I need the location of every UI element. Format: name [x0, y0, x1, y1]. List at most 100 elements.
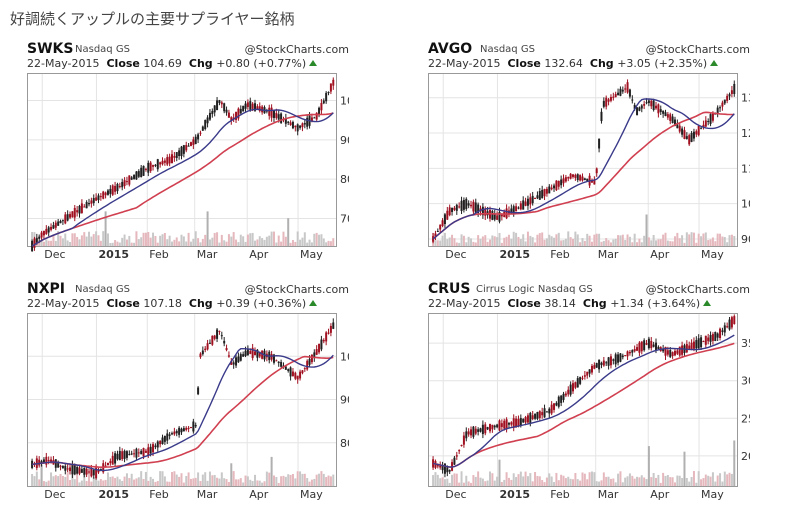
- volume-bar: [697, 471, 700, 486]
- candle-body: [448, 470, 451, 472]
- source-label[interactable]: @StockCharts.com: [244, 283, 349, 296]
- volume-bar: [218, 242, 221, 246]
- candle-body: [118, 186, 121, 188]
- volume-bar: [121, 237, 124, 246]
- candle-body: [237, 356, 240, 363]
- volume-bar: [562, 475, 565, 486]
- volume-bar: [287, 474, 290, 486]
- volume-bar: [455, 242, 458, 246]
- candle-body: [472, 201, 475, 212]
- source-label[interactable]: @StockCharts.com: [645, 283, 750, 296]
- chart-panel-nxpi: NXPI Nasdaq GS @StockCharts.com 22-May-2…: [27, 281, 349, 501]
- candle-body: [503, 420, 506, 429]
- candle-body: [496, 215, 499, 220]
- x-tick-label: Dec: [44, 248, 65, 261]
- candle-body: [104, 465, 107, 467]
- candle-body: [90, 200, 93, 204]
- volume-bar: [130, 473, 133, 486]
- volume-bar: [213, 474, 216, 486]
- x-tick-label: Mar: [598, 248, 619, 261]
- candle-body: [187, 427, 190, 429]
- volume-bar: [313, 478, 316, 486]
- volume-bar: [137, 239, 140, 246]
- candle-body: [692, 131, 695, 139]
- volume-bar: [83, 232, 86, 246]
- volume-bar: [59, 235, 62, 246]
- chg-label: Chg: [582, 297, 607, 310]
- volume-bar: [80, 235, 83, 246]
- candle-body: [690, 132, 693, 142]
- candle-body: [230, 360, 233, 365]
- volume-bar: [33, 476, 36, 486]
- volume-bar: [550, 236, 553, 246]
- volume-bar: [135, 478, 138, 486]
- candle-body: [246, 102, 249, 107]
- source-label[interactable]: @StockCharts.com: [244, 43, 349, 56]
- volume-bar: [688, 481, 691, 486]
- candle-body: [491, 424, 494, 430]
- volume-bar: [709, 476, 712, 486]
- candle-body: [545, 411, 548, 413]
- volume-bar: [619, 471, 622, 486]
- volume-bar: [453, 238, 456, 246]
- candle-body: [142, 165, 145, 176]
- volume-bar: [275, 242, 278, 246]
- candle-body: [194, 136, 197, 144]
- candle-body: [524, 201, 527, 206]
- volume-bar: [322, 238, 325, 246]
- candle-body: [235, 112, 238, 120]
- candle-body: [275, 360, 278, 362]
- candle-body: [54, 459, 57, 468]
- volume-bar: [168, 481, 171, 486]
- candle-body: [189, 427, 192, 429]
- volume-bar: [313, 233, 316, 246]
- candle-body: [605, 97, 608, 107]
- volume-bar: [111, 476, 114, 486]
- candle-body: [280, 113, 283, 123]
- volume-bar: [624, 477, 627, 486]
- volume-bar: [621, 482, 624, 486]
- ma-short-line: [432, 334, 735, 468]
- candle-body: [569, 384, 572, 395]
- chart-panel-swks: SWKS Nasdaq GS @StockCharts.com 22-May-2…: [27, 41, 349, 261]
- candle-body: [733, 316, 736, 325]
- volume-bar: [261, 238, 264, 246]
- candle-body: [185, 145, 188, 151]
- plot-border: [428, 73, 738, 247]
- volume-bar: [714, 481, 717, 486]
- candle-body: [643, 340, 646, 351]
- candle-body: [441, 465, 444, 471]
- volume-bar: [61, 238, 64, 246]
- candle-body: [168, 156, 171, 164]
- volume-bar: [256, 239, 259, 246]
- chg-value: +0.80 (+0.77%): [216, 57, 307, 70]
- volume-bar: [467, 236, 470, 246]
- candle-body: [303, 123, 306, 125]
- volume-bar: [579, 480, 582, 486]
- candle-body: [536, 412, 539, 419]
- volume-bar: [73, 479, 76, 486]
- source-label[interactable]: @StockCharts.com: [645, 43, 750, 56]
- candle-body: [564, 177, 567, 182]
- candle-body: [647, 100, 650, 104]
- candle-body: [607, 357, 610, 366]
- candle-body: [443, 214, 446, 225]
- volume-bar: [555, 234, 558, 246]
- volume-bar: [657, 474, 660, 486]
- volume-bar: [78, 239, 81, 246]
- candle-body: [275, 112, 278, 118]
- candle-body: [213, 335, 216, 339]
- volume-bar: [270, 456, 273, 486]
- candle-body: [432, 459, 435, 468]
- candle-body: [152, 444, 155, 453]
- volume-bar: [249, 233, 252, 246]
- volume-bar: [325, 242, 328, 246]
- volume-bar: [38, 241, 41, 246]
- volume-bar: [52, 234, 55, 246]
- candle-body: [617, 354, 620, 363]
- candle-body: [123, 180, 126, 187]
- candle-body: [69, 467, 72, 472]
- candle-body: [626, 351, 629, 357]
- candle-body: [175, 431, 178, 434]
- candle-body: [462, 435, 465, 445]
